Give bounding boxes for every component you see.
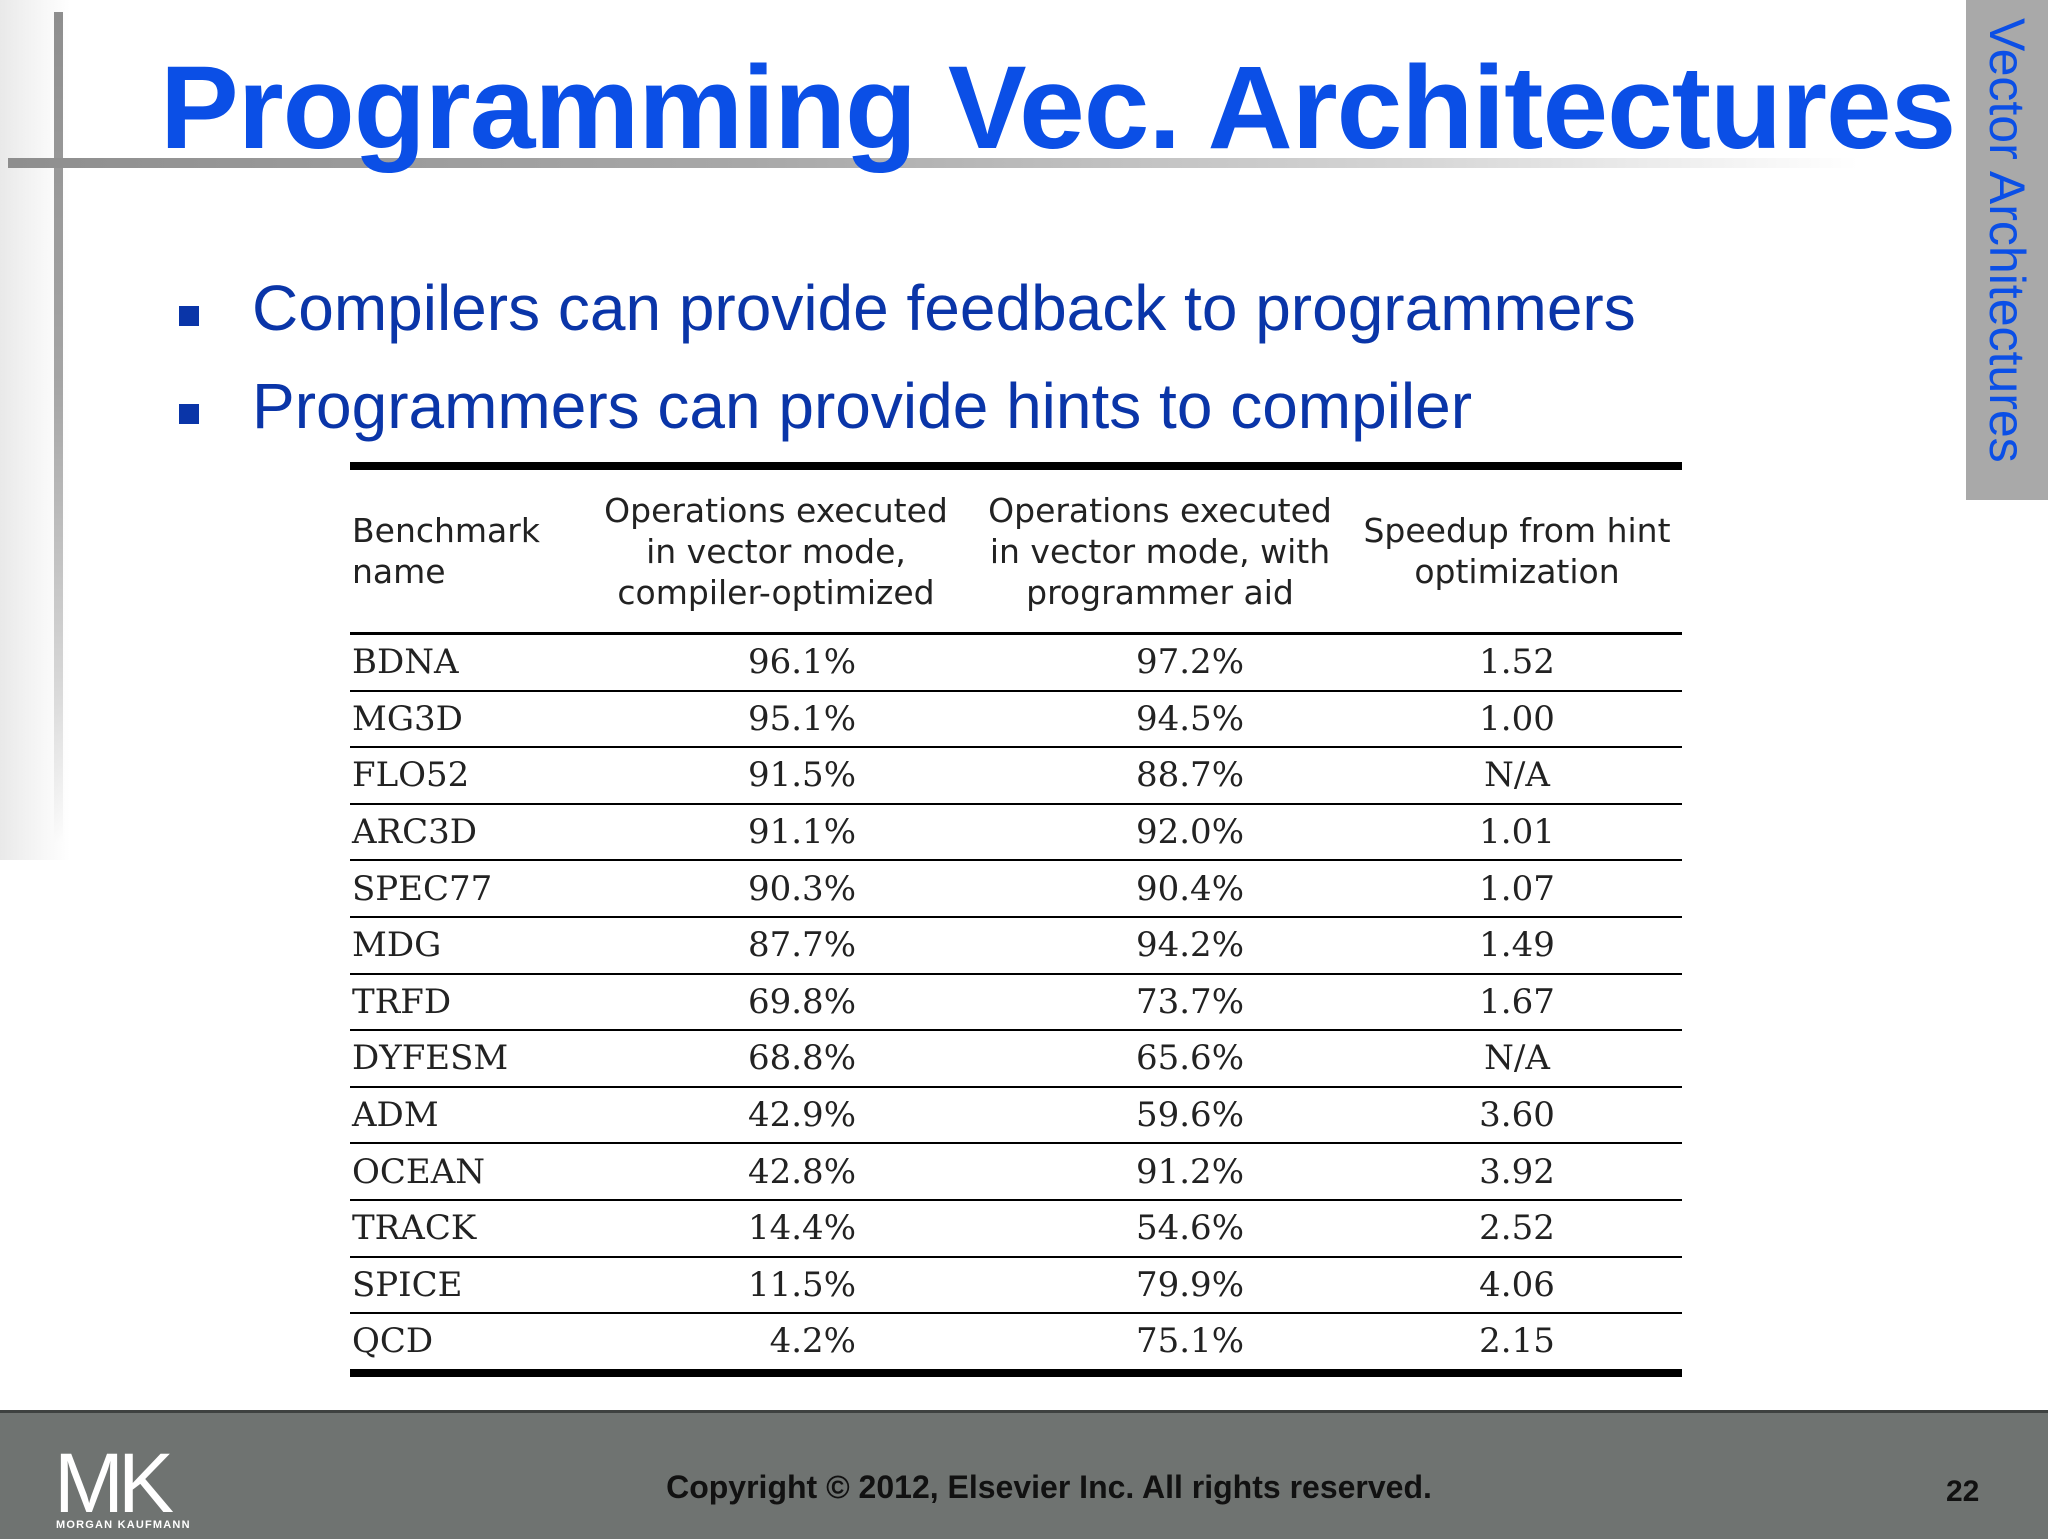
speedup-cell: 3.92 xyxy=(1352,1143,1682,1201)
programmer-aid-cell: 94.2% xyxy=(968,916,1352,975)
benchmark-name-cell: BDNA xyxy=(350,633,584,692)
compiler-optimized-cell: 91.1% xyxy=(584,803,968,862)
speedup-cell: 1.52 xyxy=(1352,633,1682,692)
slide-title: Programming Vec. Architectures xyxy=(160,42,1956,174)
footer-bar: MK MORGAN KAUFMANN Copyright © 2012, Els… xyxy=(0,1410,2048,1539)
header-compiler-optimized: Operations executed in vector mode, comp… xyxy=(584,466,968,635)
programmer-aid-cell: 90.4% xyxy=(968,860,1352,918)
benchmark-table-figure: Benchmark name Operations executed in ve… xyxy=(350,462,1682,1392)
compiler-optimized-cell: 95.1% xyxy=(584,690,968,749)
benchmark-table: Benchmark name Operations executed in ve… xyxy=(350,462,1682,1377)
header-benchmark-name: Benchmark name xyxy=(350,466,584,635)
table-header-row: Benchmark name Operations executed in ve… xyxy=(350,466,1682,635)
programmer-aid-cell: 54.6% xyxy=(968,1199,1352,1258)
benchmark-name-cell: MDG xyxy=(350,916,584,975)
programmer-aid-cell: 79.9% xyxy=(968,1256,1352,1315)
morgan-kaufmann-logo: MK MORGAN KAUFMANN xyxy=(54,1441,204,1533)
benchmark-name-cell: TRFD xyxy=(350,973,584,1032)
table-row: SPICE 11.5% 79.9% 4.06 xyxy=(350,1256,1682,1315)
benchmark-name-cell: ARC3D xyxy=(350,803,584,862)
compiler-optimized-cell: 69.8% xyxy=(584,973,968,1032)
benchmark-name-cell: SPICE xyxy=(350,1256,584,1315)
table-row: FLO52 91.5% 88.7% N/A xyxy=(350,747,1682,805)
benchmark-name-cell: MG3D xyxy=(350,690,584,749)
programmer-aid-cell: 75.1% xyxy=(1135,1321,1244,1362)
bullet-item: Programmers can provide hints to compile… xyxy=(170,360,1636,458)
table-row: SPEC77 90.3% 90.4% 1.07 xyxy=(350,860,1682,918)
speedup-cell: 4.06 xyxy=(1352,1256,1682,1315)
speedup-cell: N/A xyxy=(1352,1030,1682,1088)
bullet-item: Compilers can provide feedback to progra… xyxy=(170,262,1636,360)
table-row: BDNA 96.1% 97.2% 1.52 xyxy=(350,633,1682,692)
page-number: 22 xyxy=(1946,1475,1980,1508)
benchmark-name-cell: ADM xyxy=(350,1086,584,1145)
compiler-optimized-cell: 87.7% xyxy=(584,916,968,975)
benchmark-name-cell: SPEC77 xyxy=(350,860,584,918)
speedup-cell: 3.60 xyxy=(1352,1086,1682,1145)
speedup-cell: 1.49 xyxy=(1352,916,1682,975)
programmer-aid-cell: 88.7% xyxy=(968,747,1352,805)
table-row: TRFD 69.8% 73.7% 1.67 xyxy=(350,973,1682,1032)
programmer-aid-cell: 91.2% xyxy=(968,1143,1352,1201)
table-row: MG3D 95.1% 94.5% 1.00 xyxy=(350,690,1682,749)
programmer-aid-cell: 94.5% xyxy=(968,690,1352,749)
header-speedup: Speedup from hint optimization xyxy=(1352,466,1682,635)
compiler-optimized-cell: 96.1% xyxy=(584,633,968,692)
table-row: ADM 42.9% 59.6% 3.60 xyxy=(350,1086,1682,1145)
logo-subtext: MORGAN KAUFMANN xyxy=(56,1519,191,1531)
compiler-optimized-cell: 4.2% xyxy=(769,1321,856,1362)
speedup-cell: 1.01 xyxy=(1352,803,1682,862)
programmer-aid-cell: 92.0% xyxy=(968,803,1352,862)
vertical-accent-line xyxy=(54,12,63,842)
benchmark-name-cell: DYFESM xyxy=(350,1030,584,1088)
square-bullet-icon xyxy=(179,306,199,326)
section-tab xyxy=(1966,0,2048,500)
copyright-text: Copyright © 2012, Elsevier Inc. All righ… xyxy=(666,1469,1432,1505)
programmer-aid-cell: 65.6% xyxy=(968,1030,1352,1088)
compiler-optimized-cell: 91.5% xyxy=(584,747,968,805)
table-row: QCD 4.2% 75.1% 2.15 xyxy=(350,1313,1682,1373)
programmer-aid-cell: 97.2% xyxy=(968,633,1352,692)
compiler-optimized-cell: 42.9% xyxy=(584,1086,968,1145)
programmer-aid-cell: 59.6% xyxy=(968,1086,1352,1145)
speedup-cell: 2.15 xyxy=(1479,1321,1555,1362)
table-row: TRACK 14.4% 54.6% 2.52 xyxy=(350,1199,1682,1258)
table-row: MDG 87.7% 94.2% 1.49 xyxy=(350,916,1682,975)
compiler-optimized-cell: 11.5% xyxy=(584,1256,968,1315)
table-row: ARC3D 91.1% 92.0% 1.01 xyxy=(350,803,1682,862)
benchmark-name-cell: OCEAN xyxy=(350,1143,584,1201)
compiler-optimized-cell: 90.3% xyxy=(584,860,968,918)
speedup-cell: N/A xyxy=(1352,747,1682,805)
table-body: BDNA 96.1% 97.2% 1.52 MG3D 95.1% 94.5% 1.00 FLO5… xyxy=(350,633,1682,1373)
compiler-optimized-cell: 68.8% xyxy=(584,1030,968,1088)
square-bullet-icon xyxy=(179,404,199,424)
speedup-cell: 2.52 xyxy=(1352,1199,1682,1258)
speedup-cell: 1.00 xyxy=(1352,690,1682,749)
benchmark-name-cell: QCD xyxy=(352,1321,434,1362)
table-row: OCEAN 42.8% 91.2% 3.92 xyxy=(350,1143,1682,1201)
bullet-text: Programmers can provide hints to compile… xyxy=(252,370,1473,442)
benchmark-name-cell: FLO52 xyxy=(350,747,584,805)
compiler-optimized-cell: 42.8% xyxy=(584,1143,968,1201)
benchmark-name-cell: TRACK xyxy=(350,1199,584,1258)
speedup-cell: 1.07 xyxy=(1352,860,1682,918)
speedup-cell: 1.67 xyxy=(1352,973,1682,1032)
bullet-list: Compilers can provide feedback to progra… xyxy=(170,262,1636,458)
section-tab-label: Vector Architectures xyxy=(1979,18,2035,463)
header-programmer-aid: Operations executed in vector mode, with… xyxy=(968,466,1352,635)
table-row: DYFESM 68.8% 65.6% N/A xyxy=(350,1030,1682,1088)
compiler-optimized-cell: 14.4% xyxy=(584,1199,968,1258)
logo-letters: MK xyxy=(54,1436,174,1530)
title-underline xyxy=(8,158,1858,168)
bullet-text: Compilers can provide feedback to progra… xyxy=(252,272,1636,344)
programmer-aid-cell: 73.7% xyxy=(968,973,1352,1032)
